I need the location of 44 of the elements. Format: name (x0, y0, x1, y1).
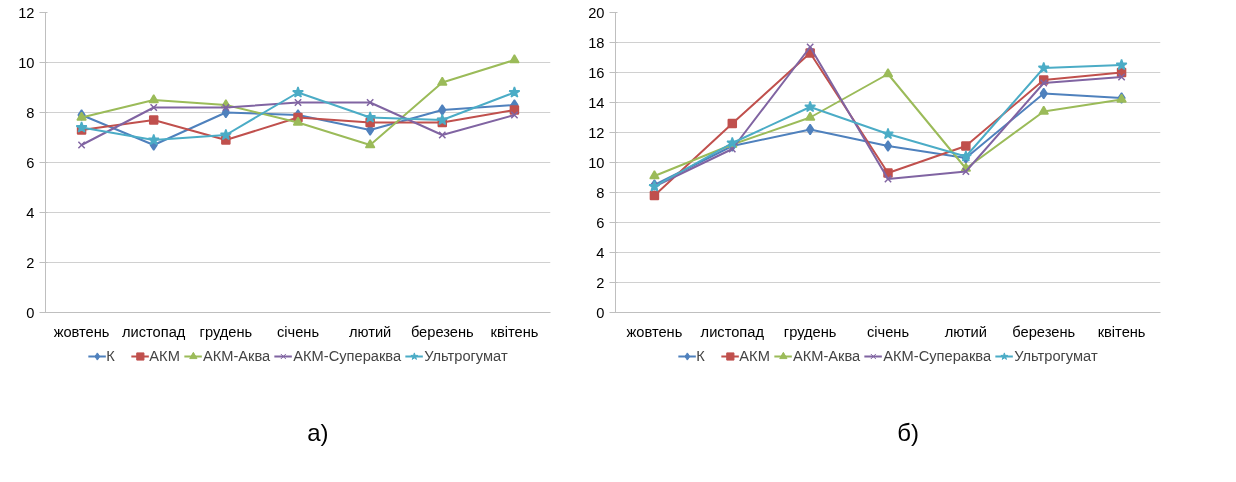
y-tick-label: 12 (588, 124, 605, 141)
y-tick-label: 12 (18, 4, 35, 21)
text: б) (897, 419, 919, 447)
x-tick-label: жовтень (53, 323, 110, 340)
y-tick-label: 4 (596, 244, 605, 261)
legend-label: Ультрогумат (424, 348, 508, 364)
y-tick-label: 14 (588, 94, 605, 111)
y-tick-label: 8 (26, 104, 35, 121)
legend-label: К (696, 348, 706, 364)
text: а) (307, 419, 329, 447)
x-tick-label: квітень (490, 323, 539, 340)
y-tick-label: 10 (588, 154, 605, 171)
y-tick-label: 8 (596, 184, 605, 201)
y-tick-label: 6 (596, 214, 605, 231)
y-tick-label: 18 (588, 34, 605, 51)
legend-label: АКМ-Супераква (883, 348, 992, 364)
y-tick-label: 20 (588, 4, 605, 21)
x-tick-label: грудень (783, 323, 837, 340)
y-tick-label: 16 (588, 64, 605, 81)
y-tick-label: 4 (26, 204, 35, 221)
x-tick-label: лютий (348, 323, 392, 340)
x-tick-label: березень (1012, 323, 1076, 340)
x-tick-label: січень (276, 323, 320, 340)
x-tick-label: квітень (1097, 323, 1146, 340)
y-tick-label: 10 (18, 54, 35, 71)
y-tick-label: 6 (26, 154, 35, 171)
legend-label: АКМ-Супераква (293, 348, 402, 364)
x-tick-label: листопад (700, 323, 765, 340)
x-tick-label: листопад (122, 323, 186, 340)
x-tick-label: березень (410, 323, 475, 340)
x-tick-label: лютий (944, 323, 988, 340)
y-tick-label: 0 (26, 304, 35, 321)
x-tick-label: січень (866, 323, 910, 340)
y-tick-label: 2 (596, 274, 605, 291)
legend-label: К (106, 348, 116, 364)
legend-label: АКМ (739, 348, 770, 364)
legend-label: АКМ-Аква (202, 348, 271, 364)
legend-label: АКМ (149, 348, 180, 364)
y-tick-label: 2 (26, 254, 35, 271)
x-tick-label: жовтень (626, 323, 683, 340)
y-tick-label: 0 (596, 304, 605, 321)
x-tick-label: грудень (199, 323, 253, 340)
legend-label: Ультрогумат (1014, 348, 1098, 364)
legend-label: АКМ-Аква (792, 348, 861, 364)
